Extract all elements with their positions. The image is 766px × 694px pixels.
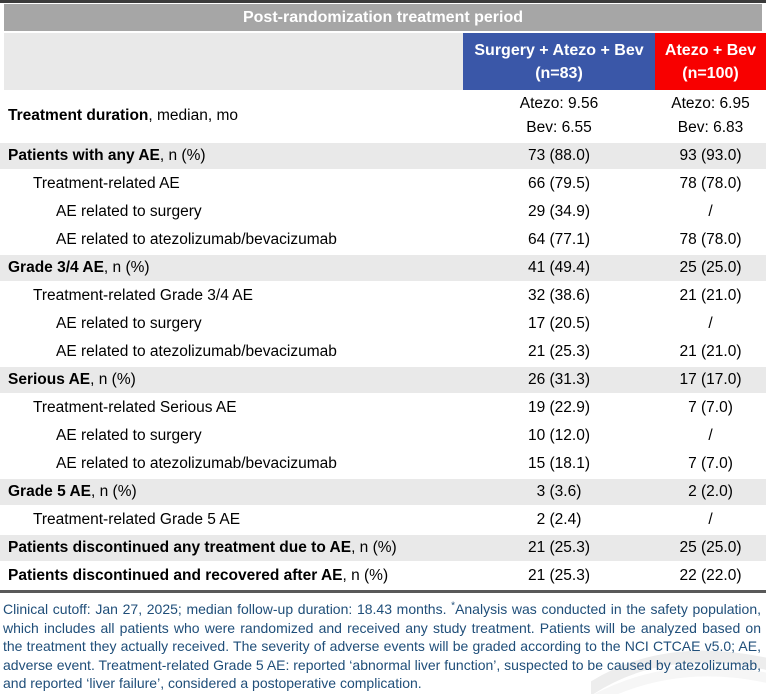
table-row: AE related to surgery 17 (20.5) / <box>0 310 766 338</box>
value-surgery-arm: 66 (79.5) <box>527 175 591 192</box>
row-label: Serious AE, n (%) <box>8 371 136 388</box>
table-row: Grade 3/4 AE, n (%) 41 (49.4) 25 (25.0) <box>0 254 766 282</box>
table-row: Treatment duration, median, mo Atezo: 9.5… <box>0 90 766 142</box>
value-control-arm: / <box>708 427 713 444</box>
value-control-arm: / <box>708 203 713 220</box>
table-row: Treatment-related AE 66 (79.5) 78 (78.0) <box>0 170 766 198</box>
footnote-text-post: Analysis was conducted in the safety pop… <box>3 601 761 692</box>
table-row: Treatment-related Serious AE 19 (22.9) 7 (… <box>0 394 766 422</box>
value-control-arm: 25 (25.0) <box>679 259 742 276</box>
value-surgery-arm: 21 (25.3) <box>527 539 591 556</box>
value-surgery-arm: 21 (25.3) <box>527 343 591 360</box>
footnote: Clinical cutoff: Jan 27, 2025; median fo… <box>0 600 766 693</box>
table-row: Patients with any AE, n (%) 73 (88.0) 93 (… <box>0 142 766 170</box>
column-header-control-arm: Atezo + Bev (n=100) <box>655 33 766 90</box>
row-label: Treatment-related Serious AE <box>33 399 237 416</box>
row-label: Patients discontinued and recovered afte… <box>8 567 389 584</box>
value-control-arm: 21 (21.0) <box>679 343 742 360</box>
value-control-arm: Atezo: 6.95 Bev: 6.83 <box>671 95 750 136</box>
value-control-arm: 7 (7.0) <box>688 399 733 416</box>
row-label: AE related to atezolizumab/bevacizumab <box>56 231 337 248</box>
value-control-arm: 2 (2.0) <box>688 483 733 500</box>
row-label: Patients discontinued any treatment due … <box>8 539 397 556</box>
value-control-arm: 93 (93.0) <box>679 147 742 164</box>
row-label: AE related to atezolizumab/bevacizumab <box>56 455 337 472</box>
table-row: Treatment-related Grade 5 AE 2 (2.4) / <box>0 506 766 534</box>
value-surgery-arm: 64 (77.1) <box>527 231 591 248</box>
row-label: AE related to surgery <box>56 315 202 332</box>
value-surgery-arm: 3 (3.6) <box>536 483 582 500</box>
table-top-border <box>0 0 766 3</box>
value-control-arm: 25 (25.0) <box>679 539 742 556</box>
value-surgery-arm: 2 (2.4) <box>536 511 582 528</box>
column-header-arm-name: Atezo + Bev <box>664 41 757 59</box>
row-label: AE related to surgery <box>56 427 202 444</box>
value-control-arm: 21 (21.0) <box>679 287 742 304</box>
column-header-arm-n: (n=83) <box>535 64 583 82</box>
row-label: Treatment duration, median, mo <box>8 107 238 124</box>
value-control-arm: / <box>708 511 713 528</box>
value-surgery-arm: 21 (25.3) <box>527 567 591 584</box>
header-spacer <box>4 33 463 90</box>
table-row: AE related to atezolizumab/bevacizumab 21… <box>0 338 766 366</box>
value-control-arm: 22 (22.0) <box>679 567 742 584</box>
table-row: Treatment-related Grade 3/4 AE 32 (38.6) 2… <box>0 282 766 310</box>
row-label: Patients with any AE, n (%) <box>8 147 206 164</box>
value-surgery-arm: 73 (88.0) <box>527 147 591 164</box>
row-label: Grade 5 AE, n (%) <box>8 483 137 500</box>
value-control-arm: 17 (17.0) <box>679 371 742 388</box>
value-surgery-arm: 29 (34.9) <box>527 203 591 220</box>
value-control-arm: 7 (7.0) <box>688 455 733 472</box>
table-row: Patients discontinued any treatment due … <box>0 534 766 562</box>
table-bottom-border <box>0 590 766 593</box>
value-surgery-arm: 17 (20.5) <box>527 315 591 332</box>
row-label: AE related to atezolizumab/bevacizumab <box>56 343 337 360</box>
table-body: Treatment duration, median, mo Atezo: 9.5… <box>0 90 766 590</box>
table-title-bar: Post-randomization treatment period <box>4 4 762 31</box>
table-row: Patients discontinued and recovered afte… <box>0 562 766 590</box>
value-surgery-arm: 10 (12.0) <box>527 427 591 444</box>
value-surgery-arm: 32 (38.6) <box>527 287 591 304</box>
table-row: AE related to surgery 29 (34.9) / <box>0 198 766 226</box>
footnote-text-pre: Clinical cutoff: Jan 27, 2025; median fo… <box>3 601 452 617</box>
column-header-arm-n: (n=100) <box>682 64 739 82</box>
footnote-asterisk: * <box>451 600 456 612</box>
table-title: Post-randomization treatment period <box>242 8 524 26</box>
table-row: Grade 5 AE, n (%) 3 (3.6) 2 (2.0) <box>0 478 766 506</box>
column-header-surgery-arm: Surgery + Atezo + Bev (n=83) <box>463 33 655 90</box>
value-control-arm: 78 (78.0) <box>679 231 742 248</box>
value-surgery-arm: Atezo: 9.56 Bev: 6.55 <box>519 95 599 136</box>
value-surgery-arm: 19 (22.9) <box>527 399 591 416</box>
value-control-arm: / <box>708 315 713 332</box>
value-surgery-arm: 41 (49.4) <box>527 259 591 276</box>
row-label: Treatment-related Grade 5 AE <box>33 511 241 528</box>
value-surgery-arm: 15 (18.1) <box>527 455 591 472</box>
value-surgery-arm: 26 (31.3) <box>527 371 591 388</box>
table-row: AE related to atezolizumab/bevacizumab 64… <box>0 226 766 254</box>
column-header-row: Surgery + Atezo + Bev (n=83) Atezo + Bev… <box>4 33 766 90</box>
table-row: AE related to atezolizumab/bevacizumab 15… <box>0 450 766 478</box>
row-label: Grade 3/4 AE, n (%) <box>8 259 150 276</box>
row-label: Treatment-related Grade 3/4 AE <box>33 287 253 304</box>
row-label: AE related to surgery <box>56 203 202 220</box>
column-header-arm-name: Surgery + Atezo + Bev <box>474 41 644 59</box>
value-control-arm: 78 (78.0) <box>679 175 742 192</box>
row-label: Treatment-related AE <box>33 175 180 192</box>
table-row: Serious AE, n (%) 26 (31.3) 17 (17.0) <box>0 366 766 394</box>
table-row: AE related to surgery 10 (12.0) / <box>0 422 766 450</box>
divider <box>0 31 766 33</box>
